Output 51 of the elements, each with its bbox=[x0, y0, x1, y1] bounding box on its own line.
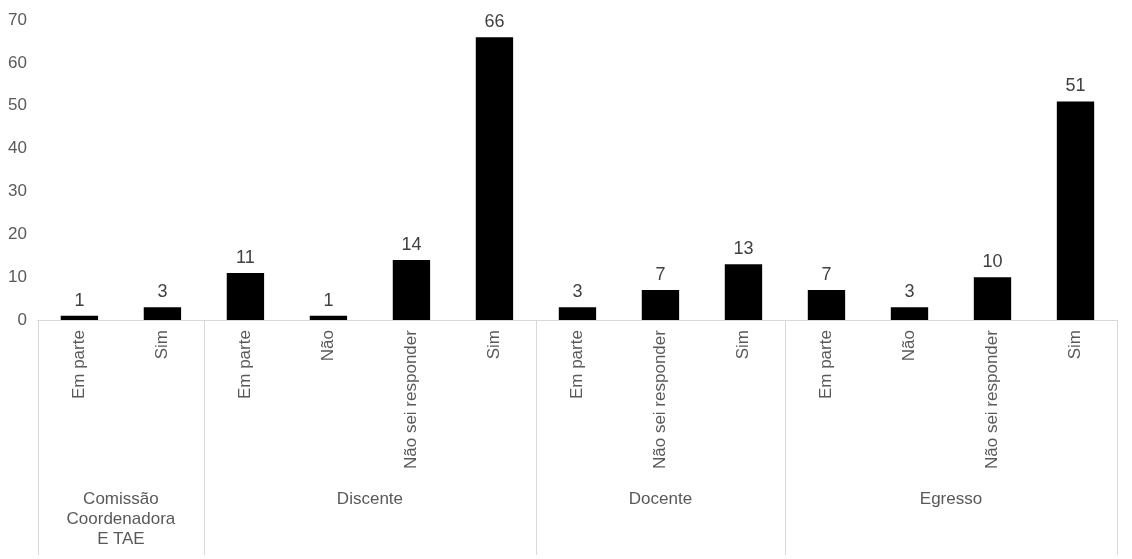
y-tick-label: 60 bbox=[7, 52, 27, 72]
bar bbox=[724, 264, 763, 321]
bar bbox=[890, 307, 929, 321]
x-tick-label: Sim bbox=[484, 330, 504, 360]
bar bbox=[807, 290, 846, 321]
data-label: 1 bbox=[323, 289, 334, 310]
data-label: 3 bbox=[904, 281, 915, 302]
text: Comissão Coordenadora E TAE bbox=[66, 489, 176, 549]
x-tick-label: Em parte bbox=[816, 330, 836, 400]
data-label: 7 bbox=[821, 264, 832, 285]
text: Docente bbox=[628, 489, 693, 509]
x-tick-label: Sim bbox=[152, 330, 172, 360]
bar bbox=[309, 315, 348, 321]
x-tick-label: Em parte bbox=[69, 330, 89, 400]
data-label: 11 bbox=[236, 246, 255, 267]
x-tick-label: Não sei responder bbox=[982, 329, 1002, 470]
data-label: 66 bbox=[484, 11, 505, 32]
x-tick-label: Não sei responder bbox=[401, 329, 421, 470]
y-tick-label: 50 bbox=[7, 95, 27, 115]
bar bbox=[143, 307, 182, 321]
bar bbox=[973, 277, 1012, 321]
data-label: 10 bbox=[982, 251, 1003, 272]
bar bbox=[1056, 101, 1095, 321]
bar bbox=[392, 260, 431, 321]
text: Discente bbox=[336, 489, 404, 509]
bar bbox=[558, 307, 597, 321]
x-tick-label: Sim bbox=[733, 330, 753, 360]
data-label: 3 bbox=[572, 281, 583, 302]
data-label: 7 bbox=[655, 264, 666, 285]
data-label: 14 bbox=[401, 234, 422, 255]
bar bbox=[475, 37, 514, 321]
bar bbox=[641, 290, 680, 321]
y-tick-label: 40 bbox=[7, 138, 27, 158]
text: Egresso bbox=[919, 489, 983, 509]
x-tick-label: Não bbox=[899, 330, 919, 362]
y-tick-label: 20 bbox=[7, 224, 27, 244]
x-tick-label: Não bbox=[318, 330, 338, 362]
y-tick-label: 0 bbox=[17, 309, 27, 329]
x-tick-label: Em parte bbox=[567, 330, 587, 400]
x-tick-label: Não sei responder bbox=[650, 329, 670, 470]
y-tick-label: 70 bbox=[7, 9, 27, 29]
bar bbox=[60, 315, 99, 321]
y-tick-label: 30 bbox=[7, 181, 27, 201]
x-tick-label: Em parte bbox=[235, 330, 255, 400]
data-label: 51 bbox=[1065, 75, 1086, 96]
x-tick-label: Sim bbox=[1065, 330, 1085, 360]
data-label: 3 bbox=[157, 281, 168, 302]
y-tick-label: 10 bbox=[7, 266, 27, 286]
data-label: 13 bbox=[733, 238, 754, 259]
data-label: 1 bbox=[74, 289, 85, 310]
bar bbox=[226, 272, 265, 321]
